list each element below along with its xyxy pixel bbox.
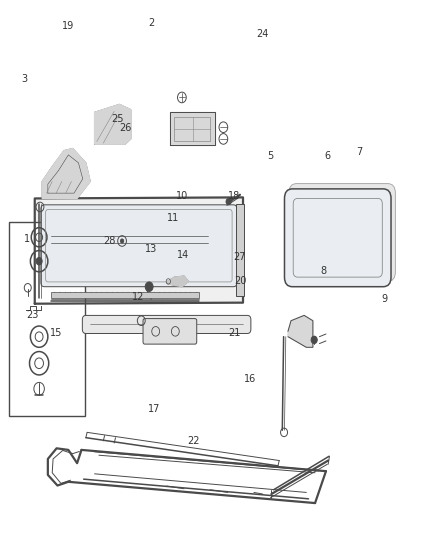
Bar: [51, 292, 199, 298]
Text: 11: 11: [167, 213, 179, 223]
Text: 21: 21: [228, 328, 240, 338]
FancyBboxPatch shape: [143, 319, 197, 344]
Text: 16: 16: [244, 374, 257, 384]
FancyBboxPatch shape: [285, 189, 391, 287]
Polygon shape: [42, 149, 90, 198]
Text: 9: 9: [381, 294, 387, 304]
Polygon shape: [288, 316, 313, 348]
Text: 28: 28: [103, 236, 115, 246]
FancyBboxPatch shape: [289, 183, 396, 281]
Text: 8: 8: [321, 266, 327, 276]
Text: 13: 13: [145, 245, 157, 254]
Text: 7: 7: [357, 147, 363, 157]
Text: 6: 6: [324, 151, 330, 161]
Text: 27: 27: [234, 252, 246, 262]
Text: 19: 19: [62, 21, 74, 31]
Polygon shape: [35, 197, 243, 304]
Text: 14: 14: [177, 250, 189, 260]
Text: 15: 15: [50, 328, 63, 338]
Polygon shape: [95, 104, 131, 144]
FancyBboxPatch shape: [82, 316, 251, 334]
Text: 25: 25: [111, 114, 124, 124]
Text: 12: 12: [132, 292, 145, 302]
Text: 2: 2: [148, 18, 155, 28]
Circle shape: [311, 336, 317, 344]
Circle shape: [145, 282, 153, 292]
Polygon shape: [170, 112, 215, 146]
Circle shape: [226, 198, 231, 205]
Bar: [9, 222, 85, 416]
Text: 26: 26: [119, 123, 131, 133]
Text: 20: 20: [234, 277, 246, 286]
Text: 3: 3: [21, 75, 28, 84]
FancyBboxPatch shape: [41, 205, 237, 287]
Text: 17: 17: [148, 404, 161, 414]
Text: 18: 18: [228, 191, 240, 201]
Text: 22: 22: [187, 436, 200, 446]
Text: 10: 10: [176, 191, 188, 201]
Bar: [237, 204, 244, 296]
Text: 23: 23: [26, 310, 38, 320]
Text: 1: 1: [24, 234, 30, 244]
Text: 5: 5: [267, 151, 274, 161]
Text: 24: 24: [257, 29, 269, 39]
Bar: [41, 306, 48, 311]
Circle shape: [120, 239, 124, 243]
Bar: [174, 117, 210, 141]
Polygon shape: [166, 276, 188, 287]
Circle shape: [36, 257, 42, 265]
